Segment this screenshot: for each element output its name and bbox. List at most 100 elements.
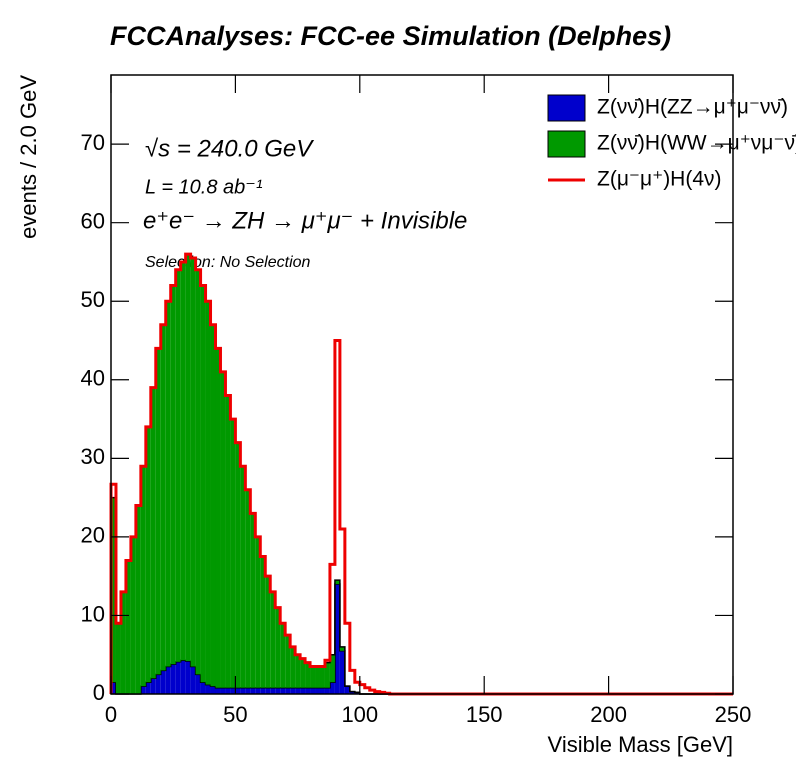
y-tick-label: 10 [81,601,105,626]
bar [329,682,335,694]
bar [240,466,246,688]
bar [185,661,191,694]
bar [175,661,181,694]
y-tick-label: 60 [81,208,105,233]
bar [329,654,335,683]
legend-swatch [547,130,586,158]
bar [150,387,156,679]
legend-swatch [547,94,586,122]
bar [155,674,161,694]
bar [339,646,345,651]
bar [220,371,226,688]
bar [245,489,251,688]
bar [205,301,211,685]
bar [285,687,291,694]
bar [334,584,340,694]
bar [170,664,176,694]
y-tick-label: 30 [81,444,105,469]
bar [180,660,186,694]
x-tick-label: 100 [341,702,378,727]
bar [334,580,340,585]
bar [200,682,206,694]
bar [295,687,301,694]
bar [155,348,161,675]
bar [319,666,325,688]
bar [180,261,186,661]
annotation: √s = 240.0 GeV [145,135,314,162]
bar [205,684,211,694]
bar [225,687,231,694]
bar [255,687,261,694]
bar [210,686,216,694]
annotation: e⁺e⁻ → ZH → μ⁺μ⁻ + Invisible [143,207,467,234]
bar [275,687,281,694]
chart-title: FCCAnalyses: FCC-ee Simulation (Delphes) [110,21,671,51]
bar [225,395,231,688]
bar [315,666,320,688]
bar [215,687,221,694]
bar [339,650,345,694]
bar [310,666,316,688]
bar [175,269,181,662]
bar [290,646,296,688]
bar [135,505,141,694]
bar [300,687,306,694]
x-tick-label: 250 [715,702,752,727]
bar [305,662,311,688]
legend-label: Z(μ⁻μ⁺)H(4ν) [597,168,722,191]
bar [324,662,330,688]
bar [295,654,301,688]
bar [305,687,311,694]
y-axis-label: events / 2.0 GeV [16,75,41,239]
bar [354,692,360,694]
bar [190,258,196,667]
bar [324,687,330,694]
bar [230,419,236,688]
bar [315,687,320,694]
bar [270,687,276,694]
x-tick-label: 200 [590,702,627,727]
bar [111,682,116,694]
bar [265,576,271,688]
bar [300,658,306,688]
bar [140,686,146,694]
bar [310,687,316,694]
legend-label: Z(νν̄)H(ZZ→μ⁺μ⁻νν̄) [597,96,788,119]
bar [210,324,216,687]
bar [275,607,281,688]
bar [190,666,196,694]
bar [111,497,116,683]
y-tick-label: 20 [81,523,105,548]
y-tick-label: 70 [81,130,105,155]
x-axis-label: Visible Mass [GeV] [548,732,733,757]
bar [145,682,151,694]
bar [165,666,171,694]
bar [344,686,350,694]
legend: Z(νν̄)H(ZZ→μ⁺μ⁻νν̄) Z(νν̄)H(WW→μ⁺νμ⁻ν̄) Z(… [547,94,796,191]
x-tick-label: 150 [466,702,503,727]
x-tick-label: 0 [105,702,117,727]
legend-label: Z(νν̄)H(WW→μ⁺νμ⁻ν̄) [597,132,796,155]
bar [250,687,256,694]
y-tick-label: 50 [81,287,105,312]
bar [245,687,251,694]
bar [240,687,246,694]
bar [150,678,156,694]
bar [215,348,221,688]
bar [130,536,136,694]
bar [160,670,166,694]
bar [115,623,121,694]
bar [140,466,146,687]
bar [220,687,226,694]
y-tick-label: 0 [93,680,105,705]
y-tick-label: 40 [81,366,105,391]
bar [145,426,151,683]
bar [290,687,296,694]
bar [185,254,191,662]
bar [250,513,256,688]
bar [265,687,271,694]
bar [349,691,355,694]
bar [170,285,176,665]
annotation: L = 10.8 ab⁻¹ [145,176,263,198]
